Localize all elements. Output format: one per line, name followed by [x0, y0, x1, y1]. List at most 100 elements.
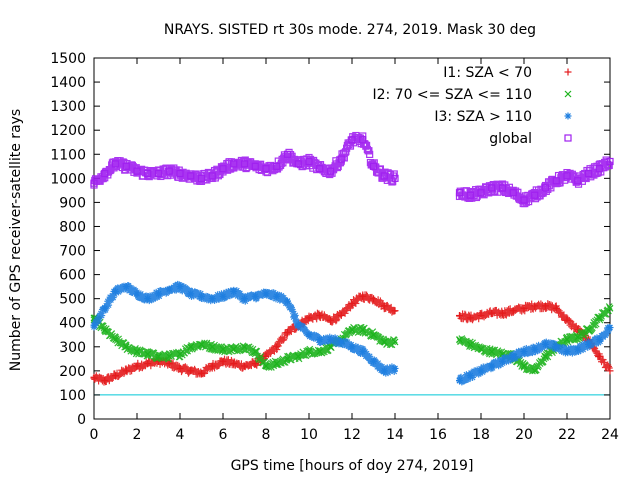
- data-point: [359, 136, 367, 144]
- x-tick-label: 22: [558, 427, 576, 443]
- data-point: [359, 292, 367, 300]
- legend-marker: [564, 112, 572, 120]
- data-point: [531, 302, 539, 310]
- data-point: [165, 360, 173, 368]
- data-point: [208, 362, 216, 370]
- data-point: [359, 326, 367, 334]
- y-tick-label: 1400: [50, 75, 86, 91]
- data-point: [165, 167, 173, 175]
- series-jitter-point: [366, 150, 374, 158]
- y-axis: 0 100 200 300 400 500 600 700 800 900 1000 1100 1200…: [50, 51, 610, 428]
- y-tick-label: 1000: [50, 171, 86, 187]
- legend-label: global: [489, 131, 532, 147]
- data-point: [230, 345, 238, 353]
- data-point: [251, 162, 259, 170]
- data-point: [327, 336, 334, 344]
- legend: I1: SZA < 70 I2: 70 <= SZA <= 110 I3: SZA …: [372, 65, 572, 147]
- y-tick-label: 900: [59, 195, 86, 211]
- series-jitter-point: [387, 303, 395, 311]
- data-point: [305, 314, 313, 322]
- x-tick-label: 10: [300, 427, 318, 443]
- data-point: [520, 196, 528, 204]
- series-jitter-point: [331, 315, 339, 323]
- data-point: [348, 299, 356, 307]
- x-tick-label: 6: [219, 427, 228, 443]
- data-point: [359, 348, 367, 356]
- data-point: [595, 352, 603, 360]
- data-point: [380, 302, 388, 310]
- data-point: [144, 295, 152, 303]
- data-point: [144, 360, 152, 368]
- y-tick-label: 800: [59, 219, 86, 235]
- data-point: [198, 340, 205, 348]
- data-point: [198, 292, 205, 300]
- data-point: [262, 165, 270, 173]
- y-tick-label: 0: [77, 412, 86, 428]
- data-point: [241, 343, 248, 351]
- data-point: [90, 179, 98, 187]
- data-point: [176, 169, 184, 178]
- data-point: [241, 295, 248, 303]
- data-point: [574, 345, 582, 353]
- data-point: [305, 331, 313, 339]
- data-point: [90, 374, 98, 382]
- x-tick-label: 24: [601, 427, 619, 443]
- y-tick-label: 1500: [50, 51, 86, 67]
- data-point: [531, 367, 539, 375]
- data-point: [337, 312, 345, 320]
- data-point: [488, 184, 496, 192]
- series-jitter-point: [280, 336, 288, 344]
- series-jitter-point: [560, 311, 568, 319]
- data-point: [585, 340, 592, 348]
- data-point: [262, 352, 270, 360]
- data-point: [208, 172, 216, 180]
- data-point: [542, 340, 549, 348]
- data-point: [520, 304, 528, 312]
- data-point: [348, 343, 356, 351]
- y-axis-label: Number of GPS receiver-satellite rays: [8, 109, 24, 371]
- data-point: [154, 169, 163, 178]
- series-jitter-point: [362, 141, 371, 149]
- data-point: [144, 350, 152, 358]
- data-point: [283, 150, 292, 158]
- data-point: [251, 292, 259, 300]
- data-point: [155, 290, 162, 298]
- data-point: [144, 169, 152, 178]
- series-jitter-point: [361, 140, 369, 148]
- series-jitter-point: [582, 174, 590, 183]
- x-tick-label: 0: [90, 427, 99, 443]
- data-point: [262, 290, 270, 298]
- data-point: [294, 160, 302, 168]
- data-point: [219, 345, 227, 353]
- data-point: [552, 343, 560, 351]
- data-point: [574, 333, 582, 341]
- data-point: [241, 362, 248, 370]
- data-point: [208, 295, 216, 303]
- series-jitter-point: [511, 187, 520, 195]
- y-tick-label: 1200: [50, 123, 86, 139]
- series-1: [90, 303, 614, 375]
- data-point: [541, 184, 550, 192]
- series-texture: [90, 131, 613, 208]
- legend-label: I3: SZA > 110: [434, 109, 532, 125]
- data-point: [101, 326, 109, 334]
- data-point: [606, 367, 614, 375]
- y-tick-label: 500: [59, 292, 86, 308]
- legend-label: I1: SZA < 70: [443, 65, 532, 81]
- data-point: [176, 283, 184, 291]
- x-tick-label: 16: [429, 427, 447, 443]
- data-point: [584, 169, 593, 178]
- data-point: [316, 348, 324, 356]
- data-point: [563, 316, 571, 324]
- series-jitter-point: [551, 178, 560, 186]
- x-tick-label: 12: [343, 427, 361, 443]
- series-jitter-point: [365, 147, 373, 155]
- data-point: [380, 367, 388, 375]
- series-jitter-point: [389, 172, 398, 180]
- series-jitter-point: [102, 377, 110, 385]
- legend-marker: [564, 134, 572, 142]
- series-3: [90, 131, 614, 208]
- series-layer: [90, 131, 614, 386]
- data-point: [466, 340, 474, 348]
